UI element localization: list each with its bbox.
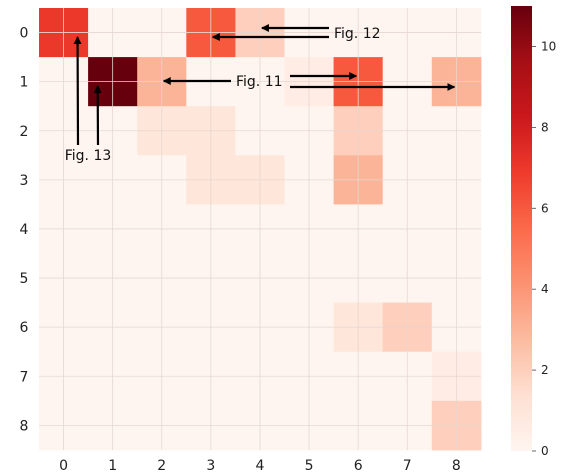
annotation-label: Fig. 12 — [334, 26, 381, 42]
y-tick-label: 8 — [20, 418, 29, 434]
x-tick-label: 1 — [108, 458, 117, 473]
colorbar-tick-label: 0 — [541, 444, 549, 458]
colorbar-gradient — [511, 6, 532, 451]
x-tick-label: 7 — [403, 458, 412, 473]
y-tick-label: 6 — [20, 320, 29, 336]
y-tick-label: 3 — [20, 173, 29, 189]
colorbar-tick-label: 8 — [541, 120, 549, 134]
annotations: Fig. 12 Fig. 11 Fig. 13 — [65, 24, 456, 164]
x-tick-label: 6 — [354, 458, 363, 473]
gridlines — [39, 8, 481, 450]
x-tick-label: 0 — [59, 458, 68, 473]
colorbar-tick-label: 4 — [541, 282, 549, 296]
x-tick-label: 5 — [305, 458, 314, 473]
annotation-label: Fig. 11 — [236, 74, 283, 90]
x-tick-label: 3 — [206, 458, 215, 473]
y-tick-label: 0 — [20, 26, 29, 42]
y-tick-label: 7 — [20, 369, 29, 385]
x-axis-ticks: 0 1 2 3 4 5 6 7 8 — [59, 458, 461, 473]
colorbar-ticks: 0 2 4 6 8 10 — [532, 39, 556, 458]
y-axis-ticks: 0 1 2 3 4 5 6 7 8 — [20, 26, 29, 435]
annotation-label: Fig. 13 — [65, 148, 112, 164]
colorbar-tick-label: 10 — [541, 39, 556, 53]
y-tick-label: 5 — [20, 271, 29, 287]
colorbar: 0 2 4 6 8 10 — [511, 6, 556, 458]
x-tick-label: 8 — [452, 458, 461, 473]
y-tick-label: 2 — [20, 124, 29, 140]
y-tick-label: 1 — [20, 75, 29, 91]
x-tick-label: 2 — [157, 458, 166, 473]
colorbar-tick-label: 6 — [541, 201, 549, 215]
y-tick-label: 4 — [20, 222, 29, 238]
x-tick-label: 4 — [255, 458, 264, 473]
colorbar-tick-label: 2 — [541, 363, 549, 377]
